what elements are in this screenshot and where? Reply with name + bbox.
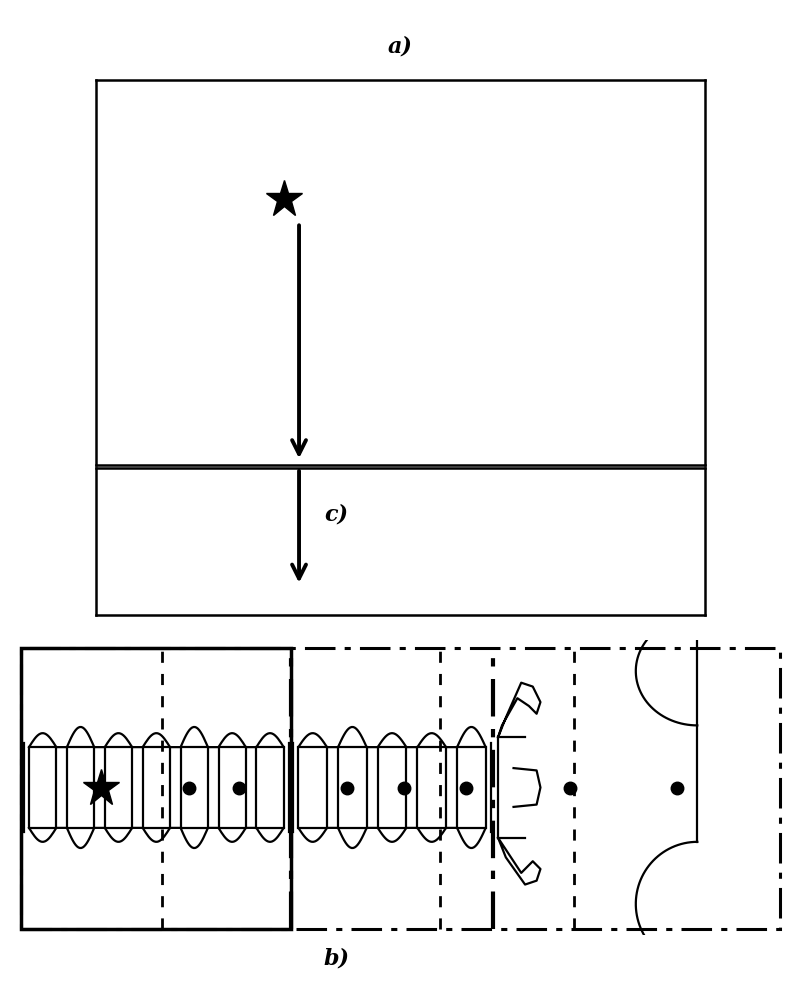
Bar — [67, 747, 95, 828]
Text: c): c) — [324, 503, 348, 525]
Bar — [256, 747, 284, 828]
Polygon shape — [214, 392, 319, 422]
Bar — [417, 747, 446, 828]
Bar — [143, 747, 170, 828]
Bar — [299, 747, 327, 828]
Bar — [457, 747, 485, 828]
Polygon shape — [531, 0, 639, 16]
Bar — [378, 747, 406, 828]
Polygon shape — [374, 379, 427, 412]
Polygon shape — [482, 392, 587, 422]
Polygon shape — [428, 382, 514, 415]
Text: a): a) — [388, 36, 413, 58]
Polygon shape — [135, 424, 231, 451]
Bar — [338, 747, 367, 828]
Polygon shape — [135, 0, 231, 44]
Polygon shape — [162, 0, 270, 16]
Text: b): b) — [324, 948, 349, 970]
Polygon shape — [531, 407, 639, 435]
Bar — [29, 747, 56, 828]
Bar — [219, 747, 246, 828]
Bar — [22, 648, 291, 929]
Polygon shape — [162, 407, 270, 435]
Polygon shape — [570, 424, 666, 451]
Polygon shape — [570, 0, 666, 44]
Polygon shape — [287, 382, 373, 415]
Bar — [180, 747, 208, 828]
Bar — [105, 747, 132, 828]
